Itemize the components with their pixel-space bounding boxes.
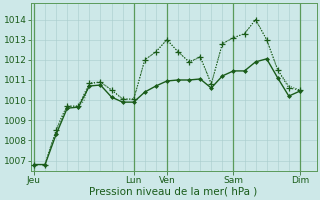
X-axis label: Pression niveau de la mer( hPa ): Pression niveau de la mer( hPa ) <box>90 187 258 197</box>
